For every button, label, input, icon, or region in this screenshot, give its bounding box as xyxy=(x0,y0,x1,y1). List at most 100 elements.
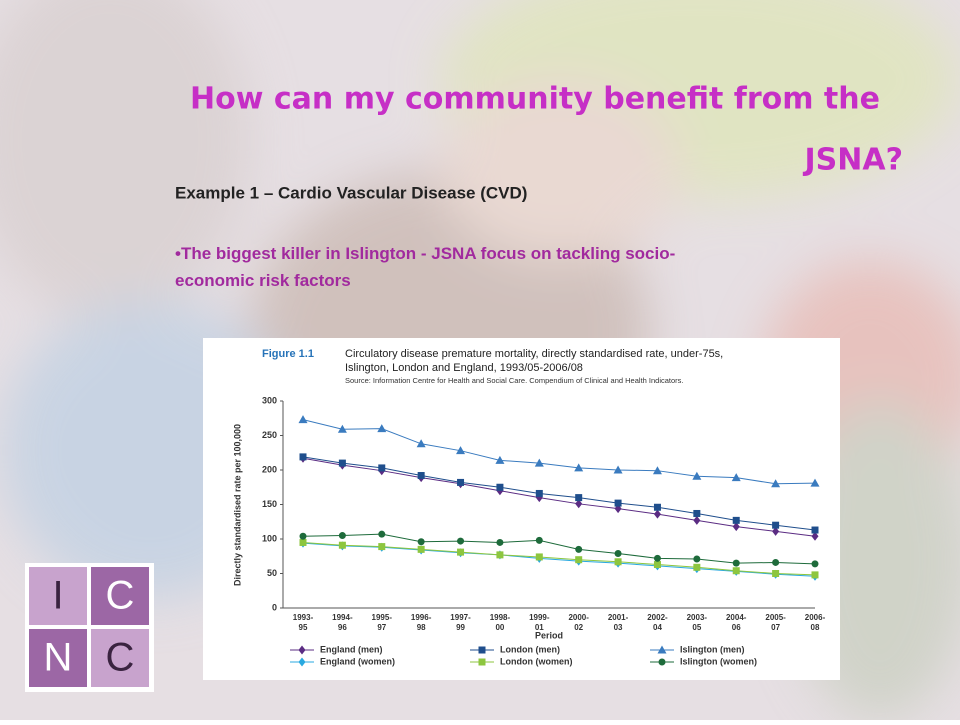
legend-marker xyxy=(658,658,666,666)
y-tick-label: 50 xyxy=(267,568,277,578)
x-tick-label: 1994-96 xyxy=(332,613,353,632)
x-axis-label: Period xyxy=(535,630,563,640)
data-point xyxy=(575,545,583,553)
data-point xyxy=(298,415,308,424)
data-point xyxy=(653,503,661,511)
data-point xyxy=(417,472,425,480)
data-point xyxy=(772,526,780,536)
x-tick-label: 1996-98 xyxy=(411,613,432,632)
data-point xyxy=(811,526,819,534)
x-tick-label: 2001-03 xyxy=(608,613,629,632)
series-line xyxy=(302,456,816,531)
data-point xyxy=(416,439,426,448)
data-point xyxy=(614,499,622,507)
series-line xyxy=(302,457,816,537)
x-tick-label: 2003-05 xyxy=(687,613,708,632)
data-point xyxy=(693,509,701,517)
x-tick-label: 1999-01 xyxy=(529,613,550,632)
data-point xyxy=(731,473,741,482)
data-point xyxy=(772,570,780,577)
y-tick-label: 0 xyxy=(272,602,277,612)
data-point xyxy=(378,543,386,551)
logo-letter: N xyxy=(44,636,73,680)
legend-marker xyxy=(657,645,667,654)
data-point xyxy=(299,532,307,540)
logo-tile xyxy=(91,629,149,687)
logo-tile xyxy=(91,567,149,625)
data-point xyxy=(496,483,504,491)
data-point xyxy=(457,548,465,556)
data-point xyxy=(496,538,504,546)
x-tick-label: 2000-02 xyxy=(568,613,589,632)
slide-title: How can my community benefit from the xyxy=(190,82,880,117)
data-point xyxy=(811,560,819,568)
logo-letter: C xyxy=(106,636,135,680)
x-tick-label: 2006-08 xyxy=(805,613,826,632)
slide-title: JSNA? xyxy=(803,143,904,178)
legend-label: Islington (women) xyxy=(680,656,757,666)
data-point xyxy=(811,531,819,541)
legend-marker xyxy=(298,645,306,655)
data-point xyxy=(534,458,544,467)
legend-label: England (women) xyxy=(320,656,395,666)
data-point xyxy=(377,424,387,433)
data-point xyxy=(457,537,465,545)
data-point xyxy=(614,549,622,557)
logo-tile xyxy=(29,629,87,687)
data-point xyxy=(772,558,780,566)
y-tick-label: 250 xyxy=(262,430,277,440)
y-tick-label: 150 xyxy=(262,499,277,509)
data-point xyxy=(378,464,386,472)
data-point xyxy=(338,459,346,467)
data-point xyxy=(457,478,465,486)
data-point xyxy=(613,465,623,474)
legend-label: London (men) xyxy=(500,644,560,654)
legend-label: Islington (men) xyxy=(680,644,745,654)
data-point xyxy=(456,446,466,455)
data-point xyxy=(299,453,307,461)
series-line xyxy=(302,533,816,565)
data-point xyxy=(692,471,702,480)
y-axis-label: Directly standardised rate per 100,000 xyxy=(232,424,242,586)
x-tick-label: 2004-06 xyxy=(726,613,747,632)
data-point xyxy=(378,530,386,538)
data-point xyxy=(732,559,740,567)
data-point xyxy=(810,478,820,487)
legend-marker xyxy=(478,658,486,666)
logo-tile xyxy=(29,567,87,625)
x-tick-label: 1993-95 xyxy=(293,613,314,632)
chart-title: Circulatory disease premature mortality,… xyxy=(345,348,723,374)
chart-source: Source: Information Centre for Health an… xyxy=(345,376,684,385)
data-point xyxy=(614,558,622,566)
data-point xyxy=(693,563,701,571)
data-point xyxy=(732,522,740,532)
series-line xyxy=(302,419,816,485)
data-point xyxy=(652,466,662,475)
data-point xyxy=(496,551,504,559)
logo-letter: C xyxy=(106,574,135,618)
x-tick-label: 2005-07 xyxy=(765,613,786,632)
x-tick-label: 1998-00 xyxy=(490,613,511,632)
data-point xyxy=(338,532,346,540)
y-tick-label: 100 xyxy=(262,533,277,543)
figure-label: Figure 1.1 xyxy=(262,348,314,360)
x-tick-label: 1995-97 xyxy=(372,613,393,632)
data-point xyxy=(535,489,543,497)
legend-label: England (men) xyxy=(320,644,383,654)
logo-letter: I xyxy=(52,574,63,618)
data-point xyxy=(732,567,740,575)
data-point xyxy=(653,554,661,562)
data-point xyxy=(811,571,819,579)
data-point xyxy=(575,494,583,502)
subtitle: Example 1 – Cardio Vascular Disease (CVD… xyxy=(175,183,527,202)
data-point xyxy=(535,553,543,561)
data-point xyxy=(417,545,425,553)
data-point xyxy=(574,463,584,472)
legend-marker xyxy=(478,646,486,654)
legend-marker xyxy=(298,657,306,667)
bullet-text: •The biggest killer in Islington - JSNA … xyxy=(175,244,675,290)
series-line xyxy=(302,542,816,577)
data-point xyxy=(653,509,661,519)
data-point xyxy=(771,479,781,488)
